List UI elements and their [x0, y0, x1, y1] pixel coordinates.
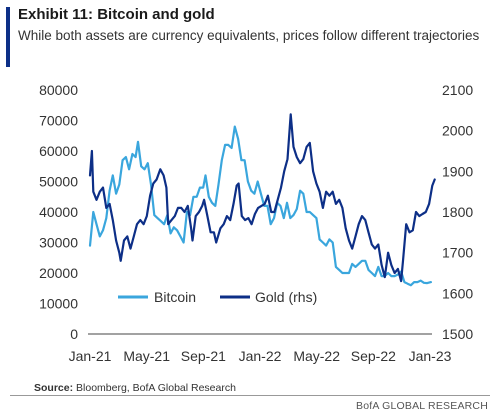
legend-label-gold: Gold (rhs): [255, 289, 317, 305]
right-tick-label: 2000: [442, 123, 473, 139]
left-tick-label: 70000: [39, 113, 78, 129]
left-tick-label: 10000: [39, 296, 78, 312]
x-axis-ticks: Jan-21 May-21 Sep-21 Jan-22 May-22 Sep-22 Jan-…: [69, 348, 452, 364]
x-tick-label: Sep-22: [351, 348, 396, 364]
series-layer: [88, 113, 436, 287]
left-tick-label: 60000: [39, 143, 78, 159]
footer-divider: [10, 395, 490, 396]
left-tick-label: 30000: [39, 235, 78, 251]
left-tick-label: 20000: [39, 265, 78, 281]
left-tick-label: 50000: [39, 174, 78, 190]
chart-subtitle: While both assets are currency equivalen…: [18, 28, 480, 43]
source-label: Source:: [34, 382, 74, 394]
chart-title: Exhibit 11: Bitcoin and gold: [18, 6, 215, 23]
right-tick-label: 1900: [442, 163, 473, 179]
left-axis-ticks: 0 10000 20000 30000 40000 50000 60000 70000 8000…: [39, 82, 78, 342]
legend-label-bitcoin: Bitcoin: [154, 289, 196, 305]
right-tick-label: 2100: [442, 82, 473, 98]
x-tick-label: Jan-21: [69, 348, 112, 364]
right-tick-label: 1500: [442, 326, 473, 342]
source-text: Bloomberg, BofA Global Research: [76, 382, 236, 394]
left-tick-label: 40000: [39, 204, 78, 220]
title-accent-bar: [6, 7, 10, 67]
x-tick-label: Jan-23: [409, 348, 452, 364]
brand-mark: BofA GLOBAL RESEARCH: [356, 400, 488, 412]
series-line-gold: [88, 113, 436, 283]
right-tick-label: 1800: [442, 204, 473, 220]
source-note: Source: Bloomberg, BofA Global Research: [34, 382, 236, 394]
left-tick-label: 80000: [39, 82, 78, 98]
x-tick-label: Sep-21: [181, 348, 226, 364]
legend: Bitcoin Gold (rhs): [118, 289, 317, 305]
x-tick-label: May-22: [293, 348, 340, 364]
left-tick-label: 0: [70, 326, 78, 342]
x-tick-label: Jan-22: [239, 348, 282, 364]
series-line-bitcoin: [88, 125, 432, 287]
right-tick-label: 1700: [442, 245, 473, 261]
right-tick-label: 1600: [442, 285, 473, 301]
x-tick-label: May-21: [123, 348, 170, 364]
right-axis-ticks: 1500 1600 1700 1800 1900 2000 2100: [442, 82, 473, 342]
